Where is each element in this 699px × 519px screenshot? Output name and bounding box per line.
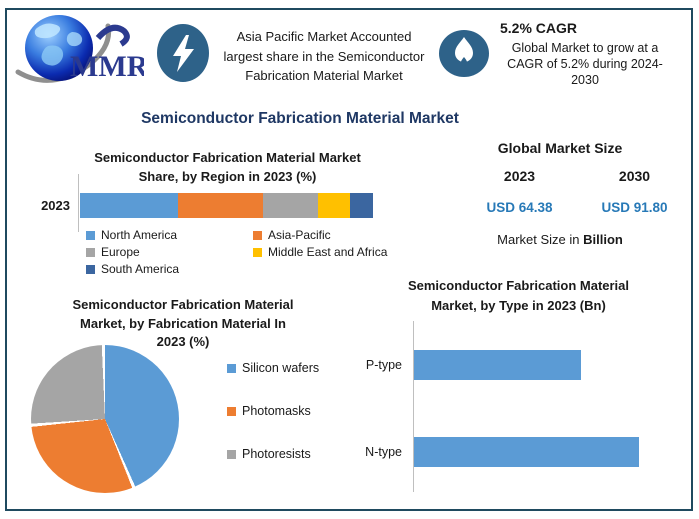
- region-legend: North America Asia-Pacific Europe Middle Ea…: [86, 228, 388, 276]
- legend-item-asia-pacific: Asia-Pacific: [253, 228, 388, 242]
- type-chart-axis: [413, 321, 414, 492]
- bar-segment-south-america: [350, 193, 373, 218]
- legend-swatch-icon: [227, 406, 236, 416]
- region-chart-axis: [78, 174, 79, 232]
- lightning-icon: [157, 24, 209, 82]
- region-stacked-bar: [80, 193, 373, 218]
- pie-legend-item-silicon-wafers: Silicon wafers: [227, 361, 319, 375]
- legend-item-north-america: North America: [86, 228, 253, 242]
- market-size-values: USD 64.38 USD 91.80: [462, 200, 692, 215]
- market-size-year-2023: 2023: [503, 168, 536, 184]
- pie-legend-item-photoresists: Photoresists: [227, 447, 319, 461]
- pie-legend: Silicon wafers Photomasks Photoresists: [227, 361, 319, 461]
- legend-label: Silicon wafers: [242, 361, 320, 375]
- region-chart-category-label: 2023: [41, 198, 70, 213]
- legend-label: Photomasks: [242, 404, 311, 418]
- market-size-years: 2023 2030: [462, 168, 692, 184]
- type-bar-chart: P-type N-type: [340, 321, 685, 493]
- legend-swatch-icon: [86, 247, 95, 257]
- logo-text: MMR: [70, 50, 144, 83]
- type-bar-row-n-type: N-type: [340, 437, 639, 467]
- legend-swatch-icon: [86, 264, 95, 274]
- legend-swatch-icon: [227, 363, 236, 373]
- type-bar-p-type: [414, 350, 581, 380]
- legend-item-europe: Europe: [86, 245, 253, 259]
- outer-border: [5, 8, 693, 511]
- legend-swatch-icon: [253, 247, 262, 257]
- market-size-caption: Market Size in Billion: [440, 232, 680, 247]
- legend-label: South America: [101, 262, 180, 276]
- highlight-text: Asia Pacific Market Accounted largest sh…: [223, 29, 425, 83]
- flame-icon: [439, 30, 489, 77]
- legend-label: North America: [101, 228, 178, 242]
- bar-segment-middle-east-and-africa: [318, 193, 351, 218]
- bar-segment-asia-pacific: [178, 193, 264, 218]
- pie-chart: [31, 345, 179, 493]
- type-bar-row-p-type: P-type: [340, 350, 581, 380]
- legend-swatch-icon: [86, 230, 95, 240]
- legend-label: Asia-Pacific: [268, 228, 331, 242]
- type-chart-title: Semiconductor Fabrication Material Marke…: [407, 278, 630, 313]
- region-chart-title: Semiconductor Fabrication Material Marke…: [94, 150, 361, 184]
- type-category-label: P-type: [365, 358, 402, 372]
- legend-label: Middle East and Africa: [268, 245, 388, 259]
- legend-label: Photoresists: [242, 447, 311, 461]
- type-bar-n-type: [414, 437, 639, 467]
- legend-item-south-america: South America: [86, 262, 253, 276]
- bar-segment-europe: [263, 193, 319, 218]
- pie-chart-title: Semiconductor Fabrication Material Marke…: [72, 297, 294, 349]
- type-category-label: N-type: [365, 445, 402, 459]
- legend-swatch-icon: [253, 230, 262, 240]
- market-size-value-2023: USD 64.38: [486, 200, 553, 215]
- cagr-headline: 5.2% CAGR: [500, 20, 578, 36]
- cagr-text: Global Market to grow at a CAGR of 5.2% …: [507, 41, 663, 87]
- market-size-caption-unit: Billion: [583, 232, 623, 247]
- mmr-logo: MMR: [12, 10, 149, 92]
- legend-item-middle-east-and-africa: Middle East and Africa: [253, 245, 388, 259]
- bar-segment-north-america: [80, 193, 179, 218]
- market-size-caption-prefix: Market Size in: [497, 232, 584, 247]
- legend-label: Europe: [101, 245, 140, 259]
- market-size-title: Global Market Size: [497, 140, 623, 156]
- legend-swatch-icon: [227, 449, 236, 459]
- globe-icon: MMR: [15, 15, 149, 83]
- market-size-value-2030: USD 91.80: [601, 200, 668, 215]
- market-size-year-2030: 2030: [618, 168, 651, 184]
- page-title: Semiconductor Fabrication Material Marke…: [141, 110, 459, 127]
- pie-legend-item-photomasks: Photomasks: [227, 404, 319, 418]
